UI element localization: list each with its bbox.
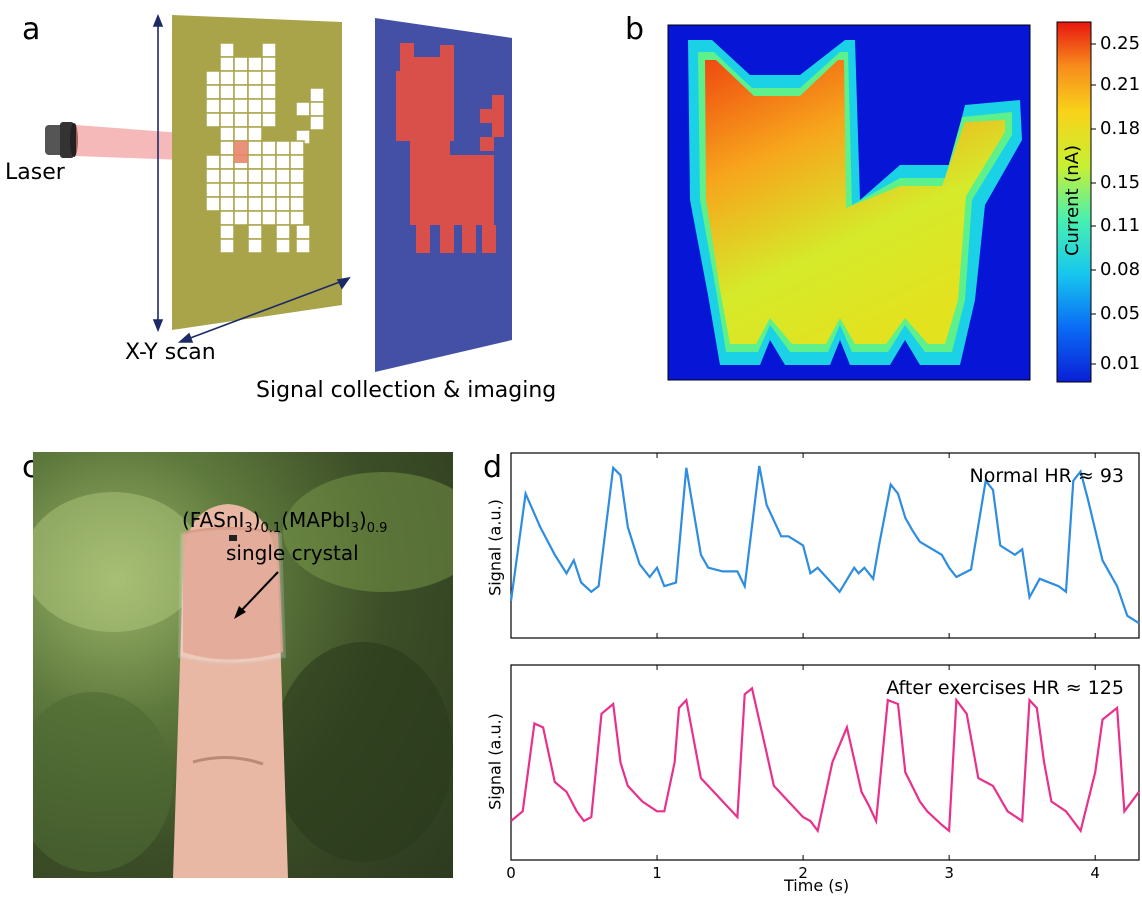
formula-sub: 0.9 xyxy=(366,521,388,536)
crystal-formula: (FASnI3)0.1(MAPbI3)0.9 xyxy=(182,508,387,536)
finger-illustration xyxy=(33,472,453,878)
chart-2-x-tick-label: 1 xyxy=(652,864,662,882)
chart-1-ylabel: Signal (a.u.) xyxy=(485,499,505,596)
chart-2-x-tick-label: 2 xyxy=(798,864,808,882)
laser-spot xyxy=(234,141,248,163)
formula-sub: 3 xyxy=(244,521,253,536)
chart-2-x-tick-label: 3 xyxy=(944,864,954,882)
colorbar-tick-label: 0.15 xyxy=(1100,172,1141,193)
chart-2-ylabel: Signal (a.u.) xyxy=(485,713,505,810)
colorbar-tick-label: 0.25 xyxy=(1100,33,1141,54)
panel-letter-b: b xyxy=(625,12,645,47)
laser-label: Laser xyxy=(5,160,65,185)
chart-2-x-tick-label: 0 xyxy=(506,864,516,882)
chart-2-title: After exercises HR ≈ 125 xyxy=(886,677,1124,699)
colorbar-tick-label: 0.21 xyxy=(1100,74,1141,95)
scan-arrows xyxy=(152,13,351,343)
formula-part: (FASnI xyxy=(182,508,245,532)
chart-1-title: Normal HR ≈ 93 xyxy=(969,465,1124,487)
heatmap-cat xyxy=(705,60,1005,344)
colorbar-tick-label: 0.11 xyxy=(1100,215,1141,236)
chart-2-x-tick-label: 4 xyxy=(1090,864,1100,882)
scan-schematic xyxy=(45,13,512,372)
laser-icon xyxy=(45,122,78,158)
current-heatmap xyxy=(667,21,1096,383)
formula-part: (MAPbI xyxy=(281,508,351,532)
colorbar-tick-label: 0.18 xyxy=(1100,118,1141,139)
formula-part: ) xyxy=(252,508,261,532)
collection-label: Signal collection & imaging xyxy=(256,378,557,403)
scan-label: X-Y scan xyxy=(125,340,216,365)
chart-xlabel: Time (s) xyxy=(784,876,850,895)
formula-part: ) xyxy=(358,508,367,532)
panel-letter-d: d xyxy=(483,450,503,485)
colorbar-ticks xyxy=(1091,43,1096,365)
panel-letter-a: a xyxy=(22,12,41,47)
cat-image xyxy=(396,43,504,253)
formula-sub: 0.1 xyxy=(260,521,282,536)
formula-sub: 3 xyxy=(350,521,359,536)
colorbar-tick-label: 0.01 xyxy=(1100,353,1141,374)
chart-1-frame xyxy=(510,452,1140,639)
chart-2-frame xyxy=(510,664,1140,861)
chart-2-series-line xyxy=(510,686,1140,834)
colorbar-tick-label: 0.08 xyxy=(1100,259,1141,280)
finger-photo xyxy=(33,452,453,878)
colorbar xyxy=(1056,21,1092,383)
colorbar-tick-label: 0.05 xyxy=(1100,303,1141,324)
crystal-label: single crystal xyxy=(226,541,359,565)
chart-1-series-line xyxy=(509,465,1140,625)
